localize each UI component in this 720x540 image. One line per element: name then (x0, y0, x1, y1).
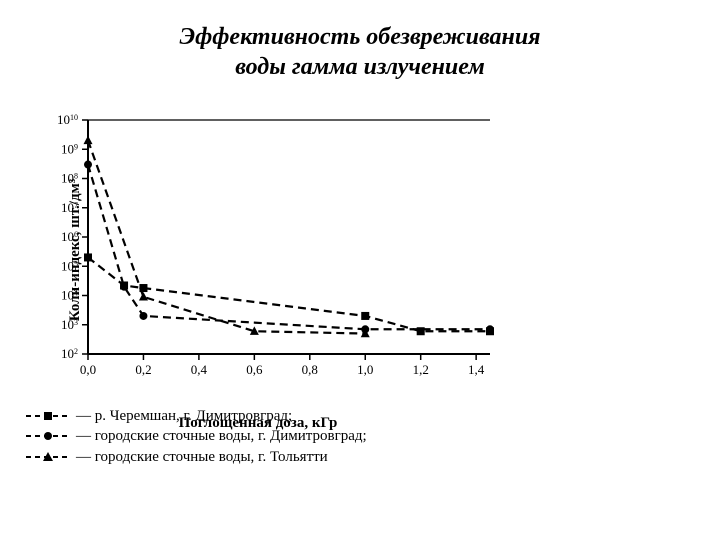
chart-area: Коли-индекс, шт./дм³ 1021031041051061071… (18, 110, 498, 390)
svg-text:1,4: 1,4 (468, 362, 485, 377)
legend-label: — р. Черемшан, г. Димитровград; (76, 406, 292, 426)
legend-label: — городские сточные воды, г. Тольятти (76, 447, 328, 467)
svg-text:0,2: 0,2 (135, 362, 151, 377)
series-tolyatti_sewage (84, 136, 370, 338)
legend-swatch (26, 429, 70, 443)
legend-item-cheremshan: — р. Черемшан, г. Димитровград; (26, 406, 367, 426)
legend-label: — городские сточные воды, г. Димитровгра… (76, 426, 367, 446)
legend: — р. Черемшан, г. Димитровград;— городск… (26, 406, 367, 467)
legend-item-dimitrovgrad_sewage: — городские сточные воды, г. Димитровгра… (26, 426, 367, 446)
y-axis-label: Коли-индекс, шт./дм³ (67, 179, 84, 322)
svg-text:1010: 1010 (57, 112, 78, 127)
legend-swatch (26, 450, 70, 464)
svg-text:0,0: 0,0 (80, 362, 96, 377)
series-cheremshan (84, 253, 494, 335)
svg-text:0,4: 0,4 (191, 362, 208, 377)
title-line-2: воды гамма излучением (40, 52, 680, 82)
legend-item-tolyatti_sewage: — городские сточные воды, г. Тольятти (26, 447, 367, 467)
svg-text:0,6: 0,6 (246, 362, 263, 377)
line-chart: 10210310410510610710810910100,00,20,40,6… (18, 110, 498, 390)
svg-text:1,0: 1,0 (357, 362, 373, 377)
page-title: Эффективность обезвреживания воды гамма … (0, 0, 720, 92)
svg-text:109: 109 (61, 141, 78, 156)
svg-text:102: 102 (61, 346, 78, 361)
svg-text:0,8: 0,8 (302, 362, 318, 377)
title-line-1: Эффективность обезвреживания (40, 22, 680, 52)
svg-text:1,2: 1,2 (413, 362, 429, 377)
legend-swatch (26, 409, 70, 423)
